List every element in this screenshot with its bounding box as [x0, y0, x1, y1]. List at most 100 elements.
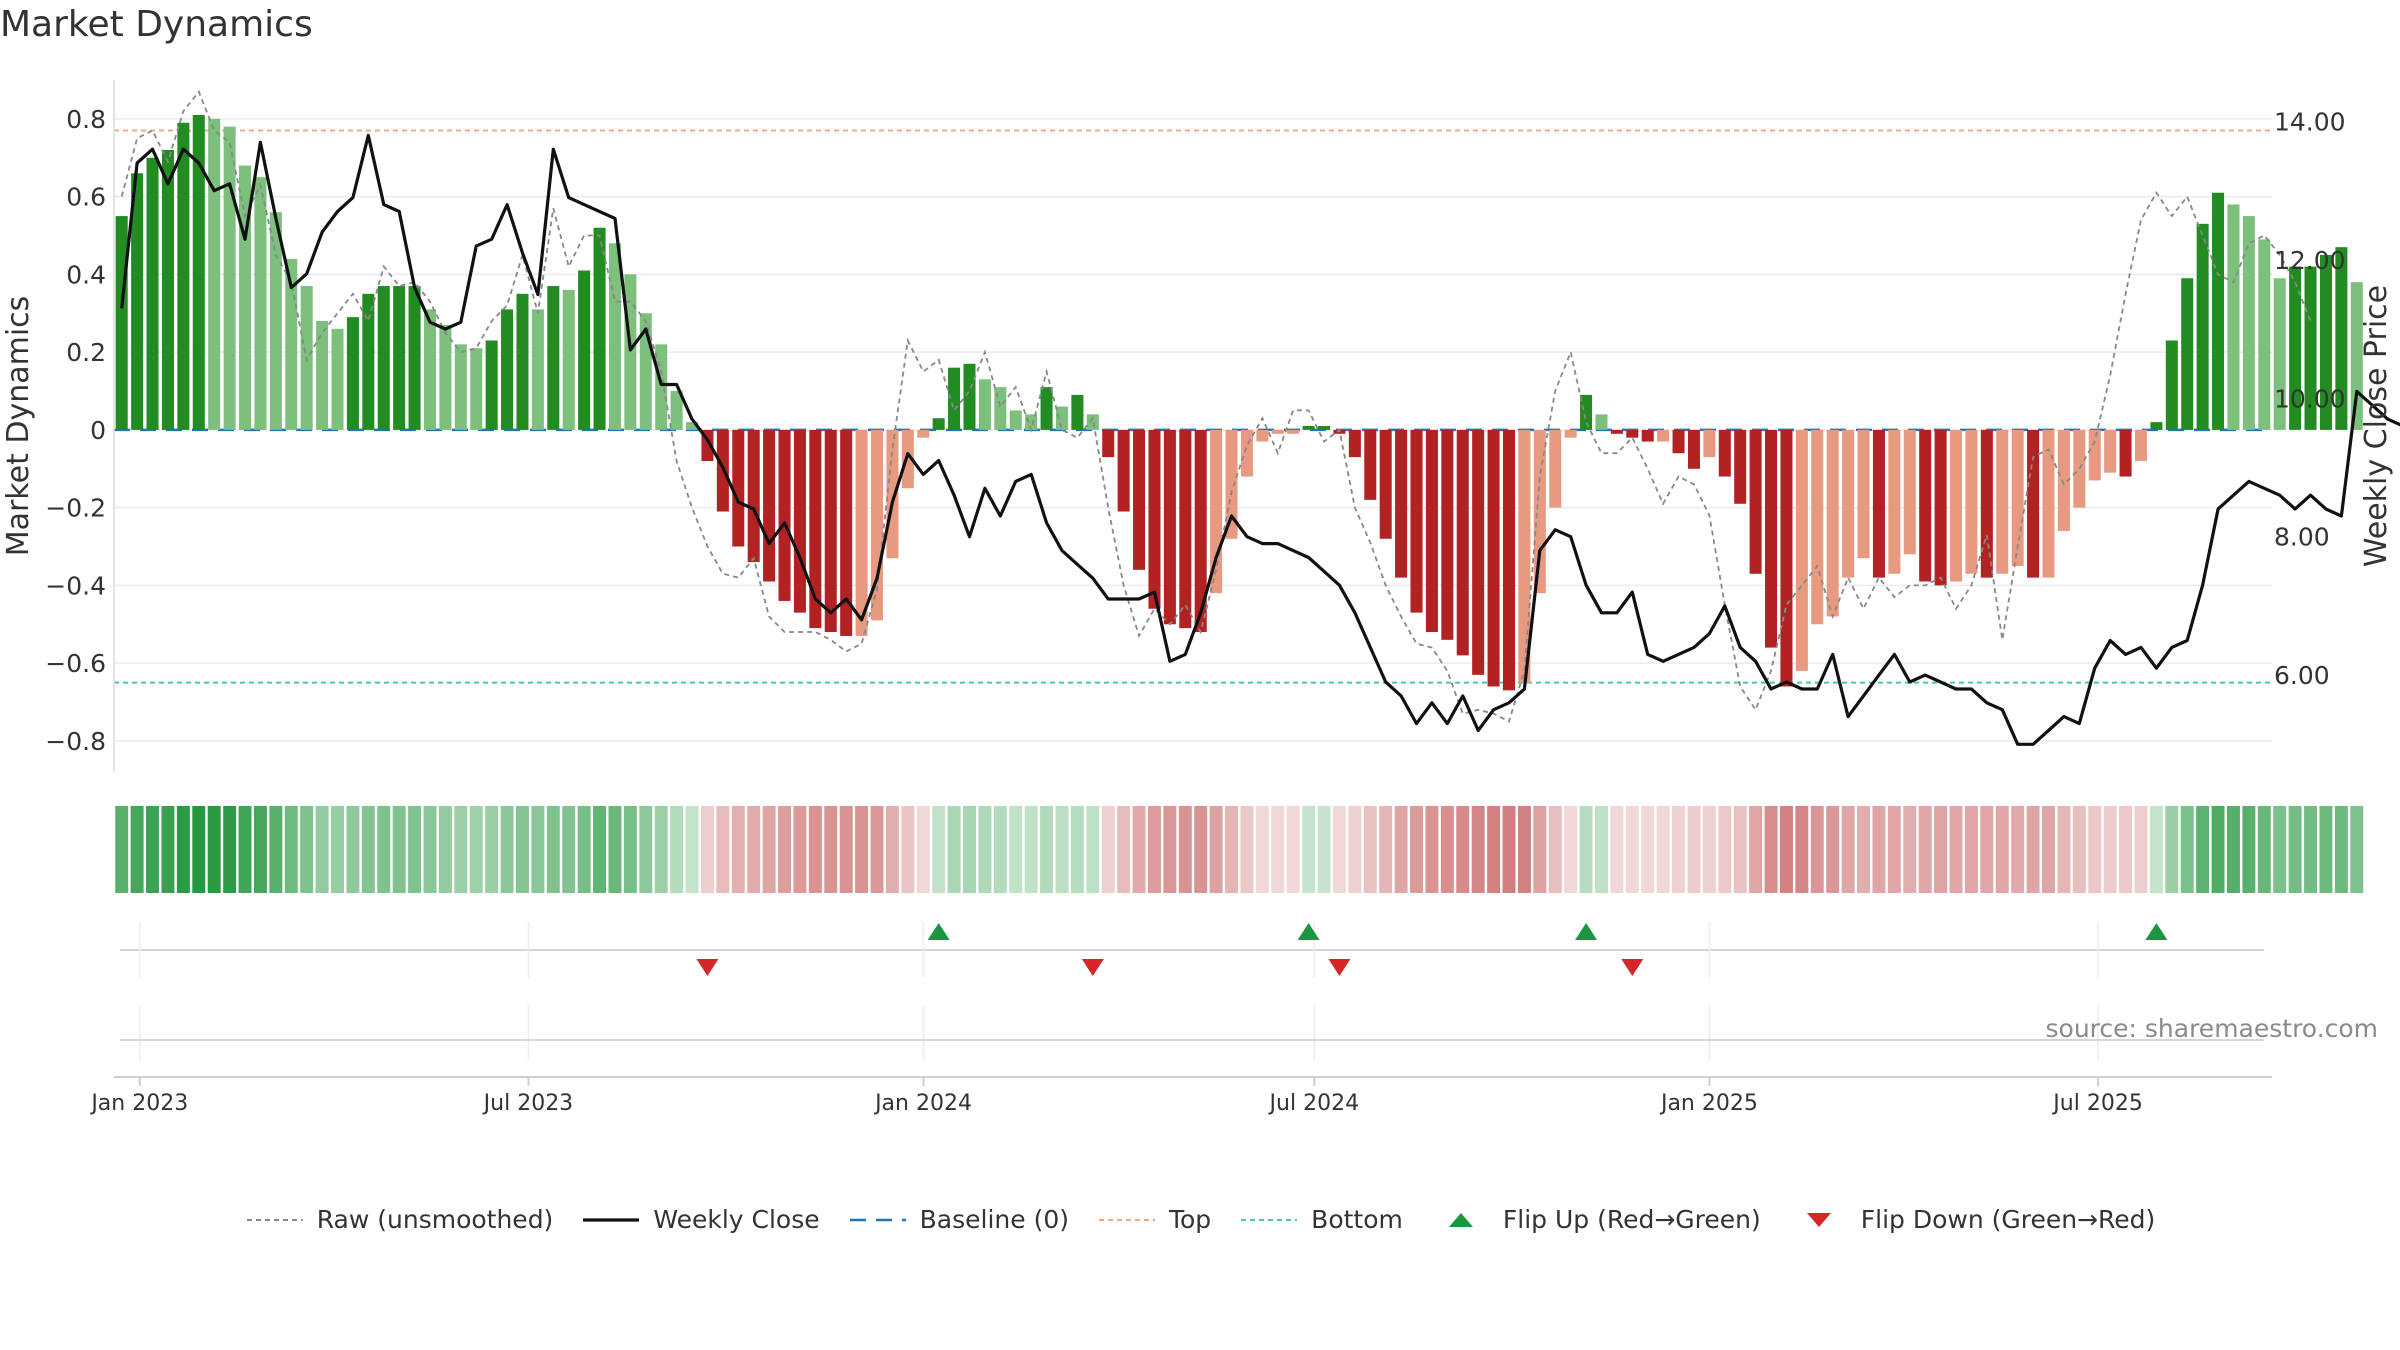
momentum-bar: [1410, 429, 1423, 613]
momentum-bar: [1734, 429, 1747, 504]
legend-item-top: Top: [1097, 1205, 1211, 1234]
regime-cell: [1070, 806, 1084, 893]
y-left-tick-label: 0.4: [66, 260, 106, 289]
momentum-bar: [1364, 429, 1377, 500]
momentum-bar: [917, 429, 930, 438]
legend-item-raw: Raw (unsmoothed): [245, 1205, 553, 1234]
regime-cell: [146, 806, 160, 893]
regime-cell: [1625, 806, 1639, 893]
momentum-bar: [1348, 429, 1361, 458]
regime-cell: [2026, 806, 2040, 893]
momentum-bar: [1872, 429, 1885, 578]
regime-cell: [2334, 806, 2348, 893]
regime-cell: [1672, 806, 1686, 893]
legend-swatch-bottom: [1241, 1218, 1298, 1221]
momentum-bar: [901, 429, 914, 489]
regime-cell: [1086, 806, 1100, 893]
momentum-bar: [346, 317, 359, 430]
regime-cell: [1332, 806, 1346, 893]
regime-cell: [2211, 806, 2225, 893]
momentum-bar: [1102, 429, 1115, 458]
regime-cell: [1579, 806, 1593, 893]
momentum-bar: [254, 177, 267, 430]
regime-cell: [1687, 806, 1701, 893]
series-lines: [120, 89, 2400, 746]
momentum-bar: [824, 429, 837, 633]
regime-cell: [2103, 806, 2117, 893]
regime-cell: [1163, 806, 1177, 893]
regime-cell: [1132, 806, 1146, 893]
regime-cell: [1733, 806, 1747, 893]
regime-cell: [2072, 806, 2086, 893]
momentum-bar: [2319, 254, 2332, 430]
momentum-bar: [963, 363, 976, 430]
flip-down-marker: [1328, 959, 1351, 976]
regime-cell: [901, 806, 915, 893]
momentum-bar: [2042, 429, 2055, 578]
momentum-bar: [1780, 429, 1793, 687]
momentum-bar: [932, 418, 945, 430]
regime-cell: [2319, 806, 2333, 893]
momentum-bar: [1148, 429, 1161, 609]
regime-cell: [778, 806, 791, 893]
momentum-bar: [624, 274, 637, 430]
legend-item-bottom: Bottom: [1239, 1205, 1403, 1234]
regime-cell: [2149, 806, 2163, 893]
regime-cell: [793, 806, 807, 893]
axes: −0.8 −0.6 −0.4 −0.2 0 0.2 0.4 0.6 0.8 6.00 8.00 10.…: [1, 80, 2394, 772]
regime-cell: [315, 806, 329, 893]
momentum-bar: [1318, 426, 1331, 430]
legend-flip-down-glyph: [1806, 1212, 1831, 1227]
momentum-bar: [223, 126, 236, 430]
regime-cell: [2180, 806, 2194, 893]
momentum-bar: [377, 286, 390, 430]
momentum-bar: [269, 212, 282, 430]
regime-cell: [546, 806, 560, 893]
regime-cell: [1918, 806, 1932, 893]
flip-down-marker: [696, 959, 719, 976]
regime-cell: [2304, 806, 2318, 893]
regime-cell: [1533, 806, 1547, 893]
regime-cell: [408, 806, 422, 893]
legend-label: Bottom: [1311, 1205, 1403, 1234]
regime-cell: [238, 806, 252, 893]
x-axis: Jan 2023 Jul 2023 Jan 2024 Jul 2024 Jan 2025…: [89, 1076, 2272, 1116]
regime-cell: [2042, 806, 2055, 893]
momentum-bar: [1441, 429, 1454, 640]
regime-cell: [192, 806, 206, 893]
regime-cell: [269, 806, 283, 893]
regime-cell: [870, 806, 884, 893]
regime-cell: [1348, 806, 1362, 893]
momentum-bar: [1163, 429, 1176, 625]
momentum-bar: [2027, 429, 2040, 578]
regime-cell: [685, 806, 699, 893]
regime-cell: [1194, 806, 1208, 893]
momentum-bar: [1811, 429, 1824, 625]
regime-cell: [1779, 806, 1793, 893]
regime-cell: [2350, 806, 2364, 893]
momentum-bar: [1749, 429, 1762, 574]
y-left-tick-label: 0.8: [66, 105, 106, 134]
x-tick-label: Jul 2023: [482, 1091, 574, 1116]
momentum-bar: [2165, 340, 2178, 430]
y-left-tick-label: −0.2: [45, 494, 106, 523]
momentum-bar: [2057, 429, 2070, 531]
regime-cell: [1764, 806, 1778, 893]
momentum-bar: [2227, 204, 2240, 430]
momentum-bar: [2335, 247, 2348, 430]
momentum-bar: [1194, 429, 1207, 633]
regime-cell: [654, 806, 668, 893]
source-credit: source: sharemaestro.com: [2045, 1014, 2379, 1043]
regime-cell: [855, 806, 869, 893]
regime-cell: [1841, 806, 1855, 893]
momentum-bar: [501, 309, 514, 430]
weekly-close-line: [120, 133, 2400, 746]
regime-cell: [1964, 806, 1978, 893]
momentum-bar: [470, 348, 483, 430]
y-left-tick-label: 0.6: [66, 183, 106, 212]
regime-cell: [423, 806, 437, 893]
momentum-bar: [2273, 278, 2286, 430]
legend-label: Flip Up (Red→Green): [1502, 1205, 1761, 1234]
regime-cell: [1702, 806, 1716, 893]
momentum-bar: [1949, 429, 1963, 582]
